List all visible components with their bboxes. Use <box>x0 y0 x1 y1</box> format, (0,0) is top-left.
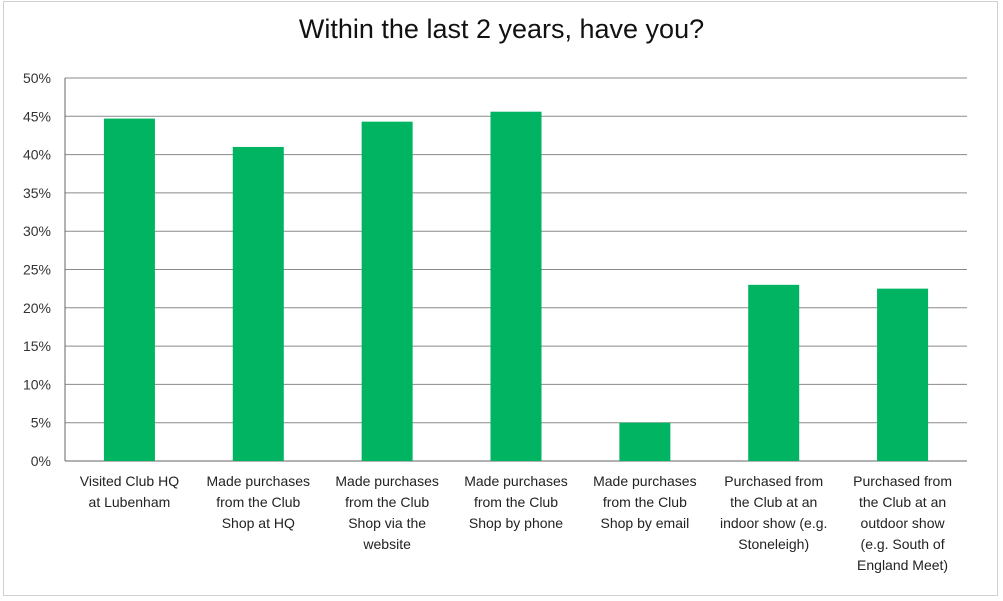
y-tick-label: 20% <box>23 300 51 316</box>
y-tick-label: 50% <box>23 70 51 86</box>
y-tick-label: 45% <box>23 108 51 124</box>
y-tick-label: 25% <box>23 262 51 278</box>
y-tick-label: 30% <box>23 223 51 239</box>
y-tick-label: 10% <box>23 376 51 392</box>
x-tick-label: Made purchases from the Club Shop by phone <box>464 473 568 531</box>
y-tick-label: 5% <box>31 415 51 431</box>
bar <box>361 121 413 462</box>
bar <box>232 146 284 461</box>
x-tick-label: Visited Club HQ at Lubenham <box>80 473 179 510</box>
bar <box>748 284 800 461</box>
x-tick-label: Purchased from the Club at an outdoor show… <box>853 473 952 573</box>
y-tick-label: 15% <box>23 338 51 354</box>
y-tick-label: 35% <box>23 185 51 201</box>
x-tick-label: Made purchases from the Club Shop via the w… <box>335 473 439 552</box>
chart-title: Within the last 2 years, have you? <box>298 14 705 44</box>
bar <box>877 288 929 461</box>
bar <box>490 111 542 461</box>
y-tick-label: 40% <box>23 147 51 163</box>
y-tick-label: 0% <box>31 453 51 469</box>
bar <box>619 422 671 461</box>
x-tick-label: Made purchases from the Club Shop by email <box>593 473 697 531</box>
x-tick-label: Purchased from the Club at an indoor show … <box>720 473 827 552</box>
x-tick-label: Made purchases from the Club Shop at HQ <box>207 473 311 531</box>
bar <box>103 118 155 462</box>
